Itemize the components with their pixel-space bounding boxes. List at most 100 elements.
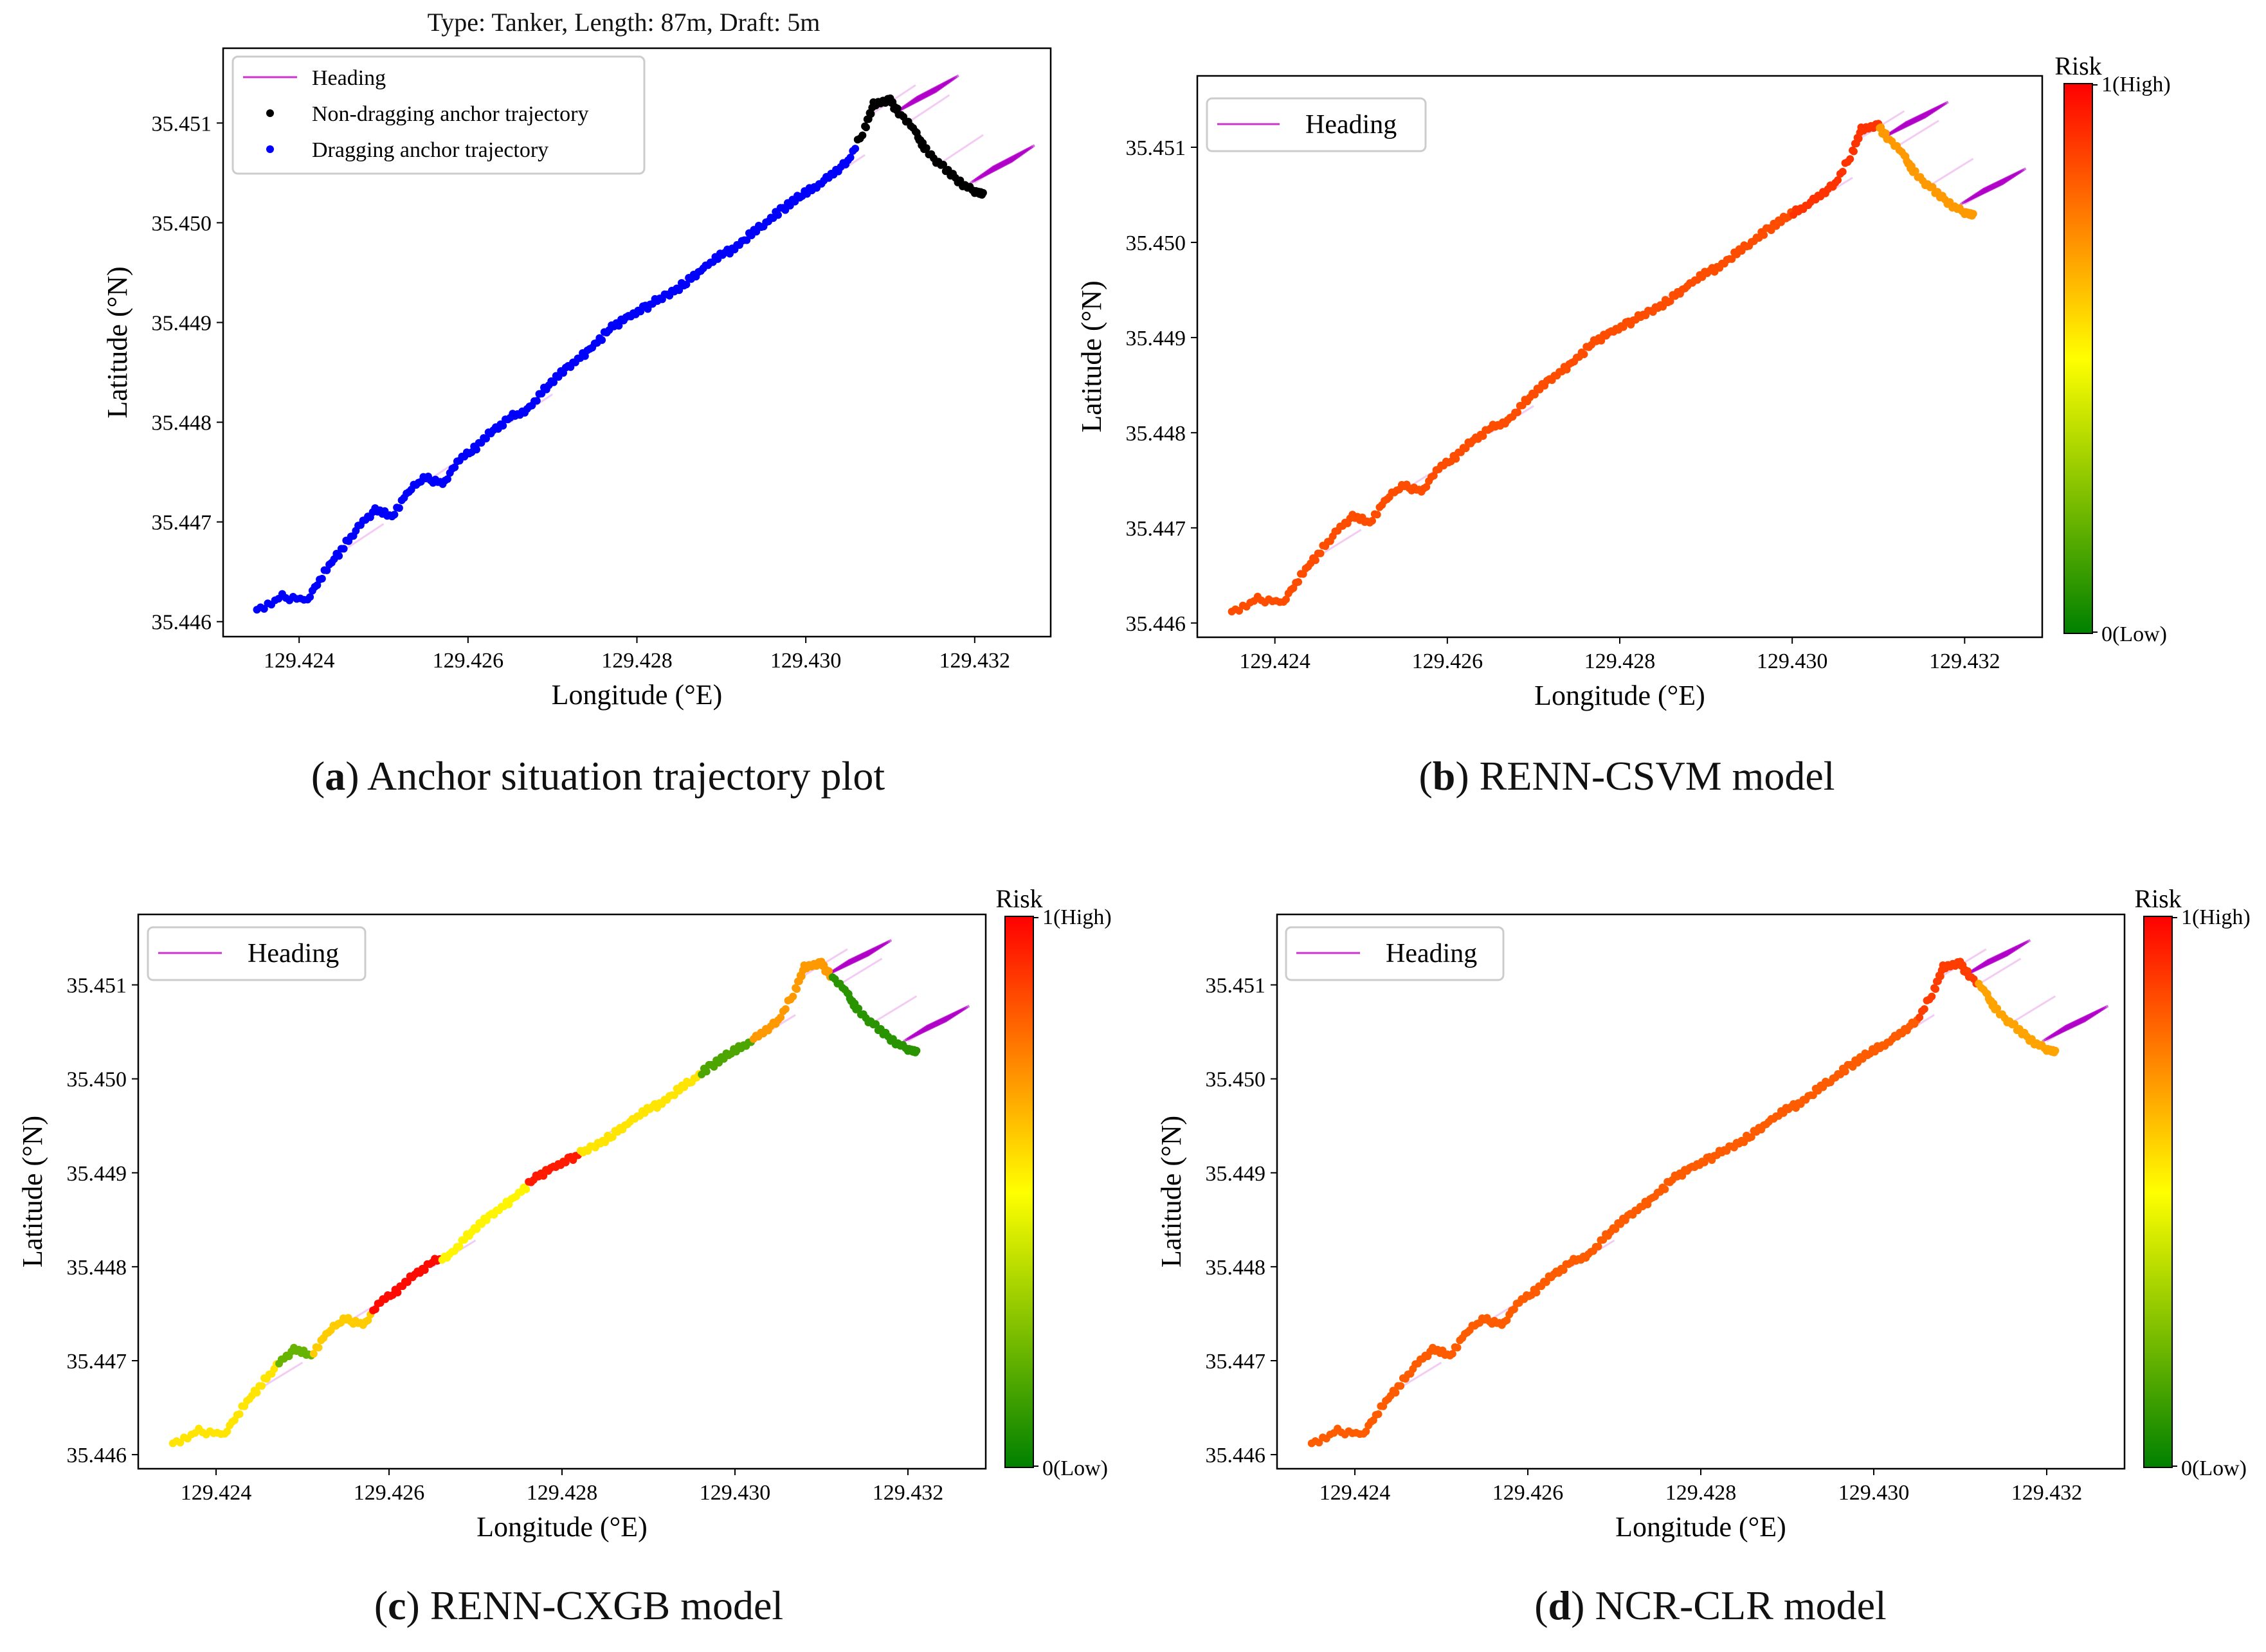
- trajectory-point: [1374, 1410, 1382, 1419]
- y-tick-label: 35.449: [67, 1162, 127, 1186]
- trajectory-point: [364, 1316, 372, 1325]
- panel-a-title: Type: Tanker, Length: 87m, Draft: 5m: [428, 8, 820, 37]
- trajectory-point: [253, 1388, 261, 1397]
- trajectory-point: [499, 422, 507, 430]
- heading-line: [2064, 1004, 2109, 1028]
- trajectory-point: [1452, 455, 1460, 463]
- y-tick-label: 35.446: [1126, 612, 1186, 636]
- y-tick-label: 35.451: [67, 974, 127, 998]
- trajectory-point: [774, 211, 783, 219]
- trajectory-point: [1916, 1013, 1924, 1022]
- trajectory-point: [306, 593, 314, 601]
- colorbar-title: Risk: [995, 884, 1042, 913]
- heading-line: [873, 995, 918, 1024]
- trajectory-point: [872, 1020, 880, 1028]
- trajectory-point: [922, 144, 930, 152]
- trajectory-point: [258, 1382, 266, 1390]
- trajectory-point: [472, 446, 480, 454]
- trajectory-point: [670, 1091, 678, 1100]
- trajectory-point: [1849, 147, 1858, 156]
- trajectory-point: [394, 1289, 402, 1297]
- y-tick-label: 35.450: [67, 1068, 127, 1092]
- trajectory-point: [1834, 176, 1842, 185]
- trajectory-point: [395, 504, 403, 513]
- panel-b-marks: 129.424 129.426 129.428 129.430 129.432 35.44…: [1076, 100, 2027, 711]
- y-tick-label: 35.447: [1126, 517, 1186, 541]
- trajectory-point: [539, 1172, 548, 1180]
- trajectory-point: [1294, 578, 1303, 586]
- legend-dragging-label: Dragging anchor trajectory: [312, 138, 548, 162]
- trajectory-point: [1747, 1133, 1755, 1141]
- y-tick-label: 35.448: [1206, 1256, 1266, 1280]
- y-tick-label: 35.450: [1206, 1068, 1266, 1092]
- y-tick-label: 35.447: [67, 1350, 127, 1374]
- trajectory-point: [223, 1428, 231, 1436]
- heading-line: [1986, 939, 2031, 962]
- trajectory-point: [318, 574, 326, 583]
- panel-b: 129.424 129.426 129.428 129.430 129.432 35.44…: [1076, 51, 2171, 711]
- heading-line: [1977, 958, 2022, 986]
- caption-c: (c) RENN-CXGB model: [374, 1583, 784, 1628]
- trajectory-point: [797, 972, 806, 981]
- y-axis-label: Latitude (°N): [17, 1116, 48, 1267]
- trajectory-point: [1532, 1289, 1541, 1297]
- trajectory-point: [1362, 1428, 1370, 1436]
- trajectory-point: [1928, 183, 1937, 191]
- caption-a: (a) Anchor situation trajectory plot: [311, 753, 885, 799]
- heading-line: [1982, 167, 2027, 191]
- trajectory-point: [1316, 549, 1325, 558]
- trajectory-point: [314, 1343, 323, 1352]
- panel-c: 129.424 129.426 129.428 129.430 129.432 35.44…: [17, 884, 1112, 1543]
- trajectory-point: [858, 131, 867, 140]
- trajectory-point: [781, 1005, 790, 1013]
- trajectory-point: [1809, 1091, 1817, 1100]
- trajectory-point: [390, 511, 399, 519]
- heading-line: [838, 958, 883, 986]
- legend-box: [1206, 97, 1427, 152]
- y-tick-label: 35.450: [1126, 231, 1186, 255]
- trajectory-point: [1542, 1278, 1550, 1286]
- trajectory-point: [421, 1266, 429, 1275]
- trajectory-point: [1969, 210, 1977, 218]
- y-tick-label: 35.449: [152, 311, 212, 335]
- legend-box: [147, 926, 367, 981]
- trajectory-point: [2051, 1046, 2060, 1055]
- y-axis-label: Latitude (°N): [1076, 280, 1107, 432]
- trajectory-point: [1503, 1316, 1511, 1325]
- colorbar-gradient: [2143, 916, 2173, 1468]
- trajectory-point: [862, 123, 870, 132]
- x-tick-label: 129.424: [1239, 649, 1310, 673]
- heading-line: [906, 94, 950, 124]
- caption-b: (b) RENN-CSVM model: [1419, 753, 1835, 799]
- heading-line: [258, 1361, 304, 1390]
- trajectory-point: [1594, 1242, 1602, 1251]
- trajectory-point: [403, 1278, 412, 1286]
- legend-heading-label: Heading: [1386, 939, 1477, 968]
- x-tick-label: 129.428: [1665, 1481, 1737, 1505]
- trajectory-point: [1530, 390, 1539, 399]
- trajectory-point: [1846, 155, 1854, 163]
- trajectory-point: [340, 545, 348, 553]
- colorbar-high-label: 1(High): [2101, 73, 2171, 96]
- trajectory-point: [451, 463, 459, 471]
- trajectory-point: [1479, 432, 1487, 440]
- trajectory-point: [1311, 556, 1319, 565]
- panel-d: 129.424 129.426 129.428 129.430 129.432 35.44…: [1156, 884, 2251, 1543]
- heading-line: [1929, 158, 1974, 186]
- y-tick-label: 35.448: [1126, 422, 1186, 446]
- x-tick-label: 129.424: [181, 1481, 252, 1505]
- heading-line: [341, 523, 385, 553]
- legend-dragging-swatch: [266, 145, 274, 153]
- trajectory-point: [1881, 129, 1890, 138]
- y-tick-label: 35.446: [67, 1444, 127, 1467]
- trajectory-point: [1678, 1172, 1687, 1180]
- trajectory-point: [598, 336, 606, 344]
- trajectory-point: [851, 145, 860, 153]
- x-tick-label: 129.432: [939, 649, 1011, 673]
- trajectory-point: [1397, 1382, 1405, 1390]
- legend-heading-label: Heading: [312, 66, 386, 90]
- trajectory-point: [1422, 483, 1431, 491]
- trajectory-point: [473, 1225, 481, 1233]
